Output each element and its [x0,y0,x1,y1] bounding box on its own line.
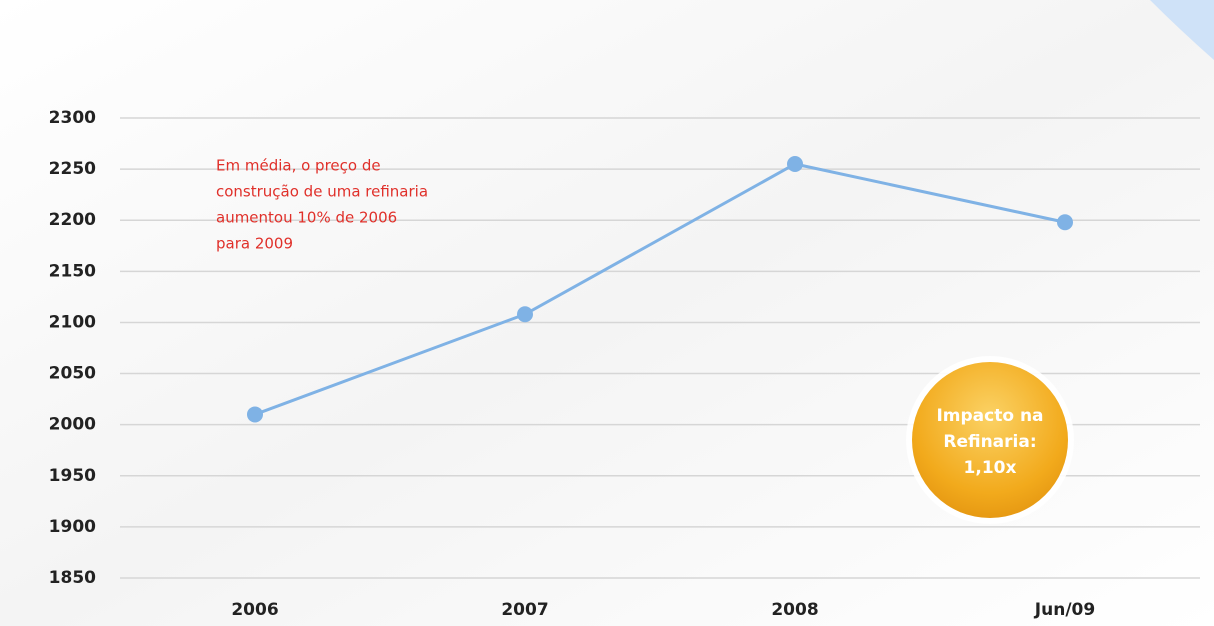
y-tick-label: 2050 [49,364,96,384]
annotation: Em média, o preço de [216,157,381,175]
y-tick-label: 2000 [49,415,96,435]
x-tick-label: 2007 [501,600,548,620]
badge-text: Refinaria: [943,432,1036,452]
point [517,306,533,322]
annotation: construção de uma refinaria [216,183,428,201]
y-tick-label: 1850 [49,568,96,588]
x-tick-label: 2008 [771,600,818,620]
chart: 1850 1900 1950 2000 2050 2100 2150 2200 2250 2300… [0,0,1214,626]
page: 1850 1900 1950 2000 2050 2100 2150 2200 2250 2300… [0,0,1214,626]
background [0,0,1214,626]
point [1057,214,1073,230]
badge-text: Impacto na [936,406,1043,426]
annotation: aumentou 10% de 2006 [216,209,397,227]
y-tick-label: 2200 [49,210,96,230]
x-tick-label: Jun/09 [1034,600,1095,620]
badge-text: 1,10x [964,458,1017,478]
y-tick-label: 2250 [49,159,96,179]
x-tick-label: 2006 [231,600,278,620]
y-tick-label: 2150 [49,261,96,281]
y-tick-label: 2100 [49,312,96,332]
annotation: para 2009 [216,235,293,253]
point [787,156,803,172]
y-tick-label: 1900 [49,517,96,537]
point [247,406,263,422]
y-tick-label: 1950 [49,466,96,486]
y-tick-label: 2300 [49,108,96,128]
